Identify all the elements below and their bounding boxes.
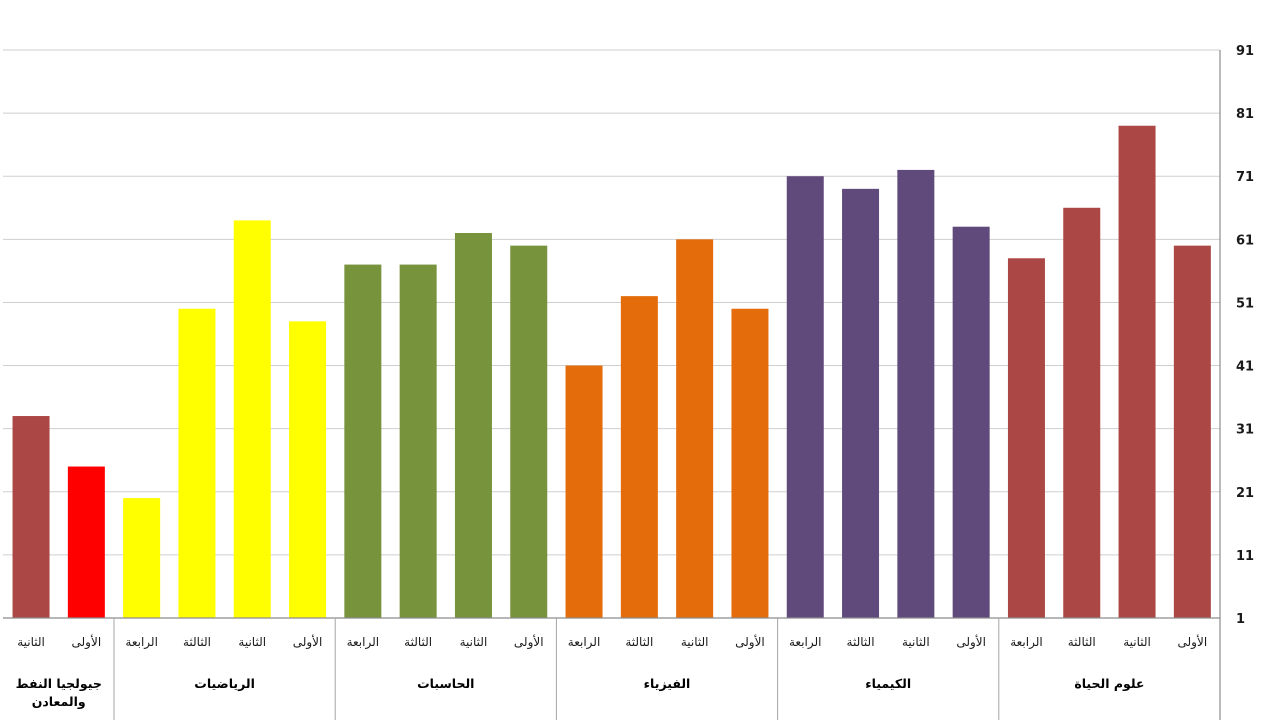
x-category-label: الأولى — [735, 634, 765, 650]
y-tick-label: 81 — [1236, 107, 1254, 122]
x-category-label: الرابعة — [125, 635, 158, 650]
x-category-label: الأولى — [1178, 634, 1208, 650]
bar — [344, 264, 382, 618]
bar — [620, 296, 658, 618]
bar — [289, 321, 327, 618]
x-category-label: الثانية — [17, 635, 45, 649]
x-category-label: الأولى — [956, 634, 986, 650]
x-category-label: الأولى — [514, 634, 544, 650]
y-tick-label: 51 — [1236, 296, 1254, 311]
x-category-label: الثانية — [902, 635, 930, 649]
bar — [178, 308, 216, 618]
bar — [454, 233, 492, 618]
bar — [399, 264, 437, 618]
bar — [786, 176, 824, 618]
bar — [842, 188, 880, 618]
x-category-label: الثانية — [238, 635, 266, 649]
x-category-label: الثالثة — [625, 635, 653, 649]
x-group-label: والمعادن — [32, 694, 86, 709]
x-category-label: الثالثة — [183, 635, 211, 649]
x-category-label: الثالثة — [404, 635, 432, 649]
x-category-label: الثالثة — [1068, 635, 1096, 649]
x-category-label: الأولى — [72, 634, 102, 650]
bar — [510, 245, 548, 618]
y-tick-label: 11 — [1236, 549, 1254, 564]
x-group-label: الحاسبات — [417, 676, 474, 691]
bar — [12, 416, 50, 618]
bar — [897, 169, 935, 618]
bar — [731, 308, 769, 618]
bar — [1173, 245, 1211, 618]
bar — [1063, 207, 1101, 618]
x-category-label: الأولى — [293, 634, 323, 650]
y-tick-label: 41 — [1236, 360, 1254, 375]
x-group-label: علوم الحياة — [1074, 676, 1144, 692]
y-tick-label: 91 — [1236, 44, 1254, 59]
x-category-label: الرابعة — [568, 635, 601, 650]
x-group-label: الكيمياء — [865, 676, 911, 691]
y-tick-label: 21 — [1236, 486, 1254, 501]
bar — [67, 466, 105, 618]
bar — [123, 498, 161, 618]
y-tick-label: 61 — [1236, 233, 1254, 248]
x-group-label: الرياضيات — [194, 676, 255, 691]
x-category-label: الثانية — [1123, 635, 1151, 649]
x-category-label: الثانية — [460, 635, 488, 649]
x-category-label: الرابعة — [347, 635, 380, 650]
bar — [676, 239, 714, 619]
y-tick-label: 1 — [1236, 612, 1245, 627]
bar — [1007, 258, 1045, 618]
bars — [12, 125, 1211, 619]
x-category-label: الثالثة — [847, 635, 875, 649]
bar — [233, 220, 271, 618]
bar — [1118, 125, 1156, 618]
x-group-label: الفيزياء — [644, 676, 691, 691]
x-category-label: الرابعة — [789, 635, 822, 650]
bar — [952, 226, 990, 618]
x-group-label: جيولجيا النفط — [16, 676, 102, 691]
x-category-label: الثانية — [681, 635, 709, 649]
x-category-label: الرابعة — [1010, 635, 1043, 650]
y-tick-label: 31 — [1236, 423, 1254, 438]
bar — [565, 365, 603, 618]
category-axis: الأولى الثانية الثالثة الرابعة علوم الحياة ال… — [16, 618, 1208, 720]
y-tick-label: 71 — [1236, 170, 1254, 185]
